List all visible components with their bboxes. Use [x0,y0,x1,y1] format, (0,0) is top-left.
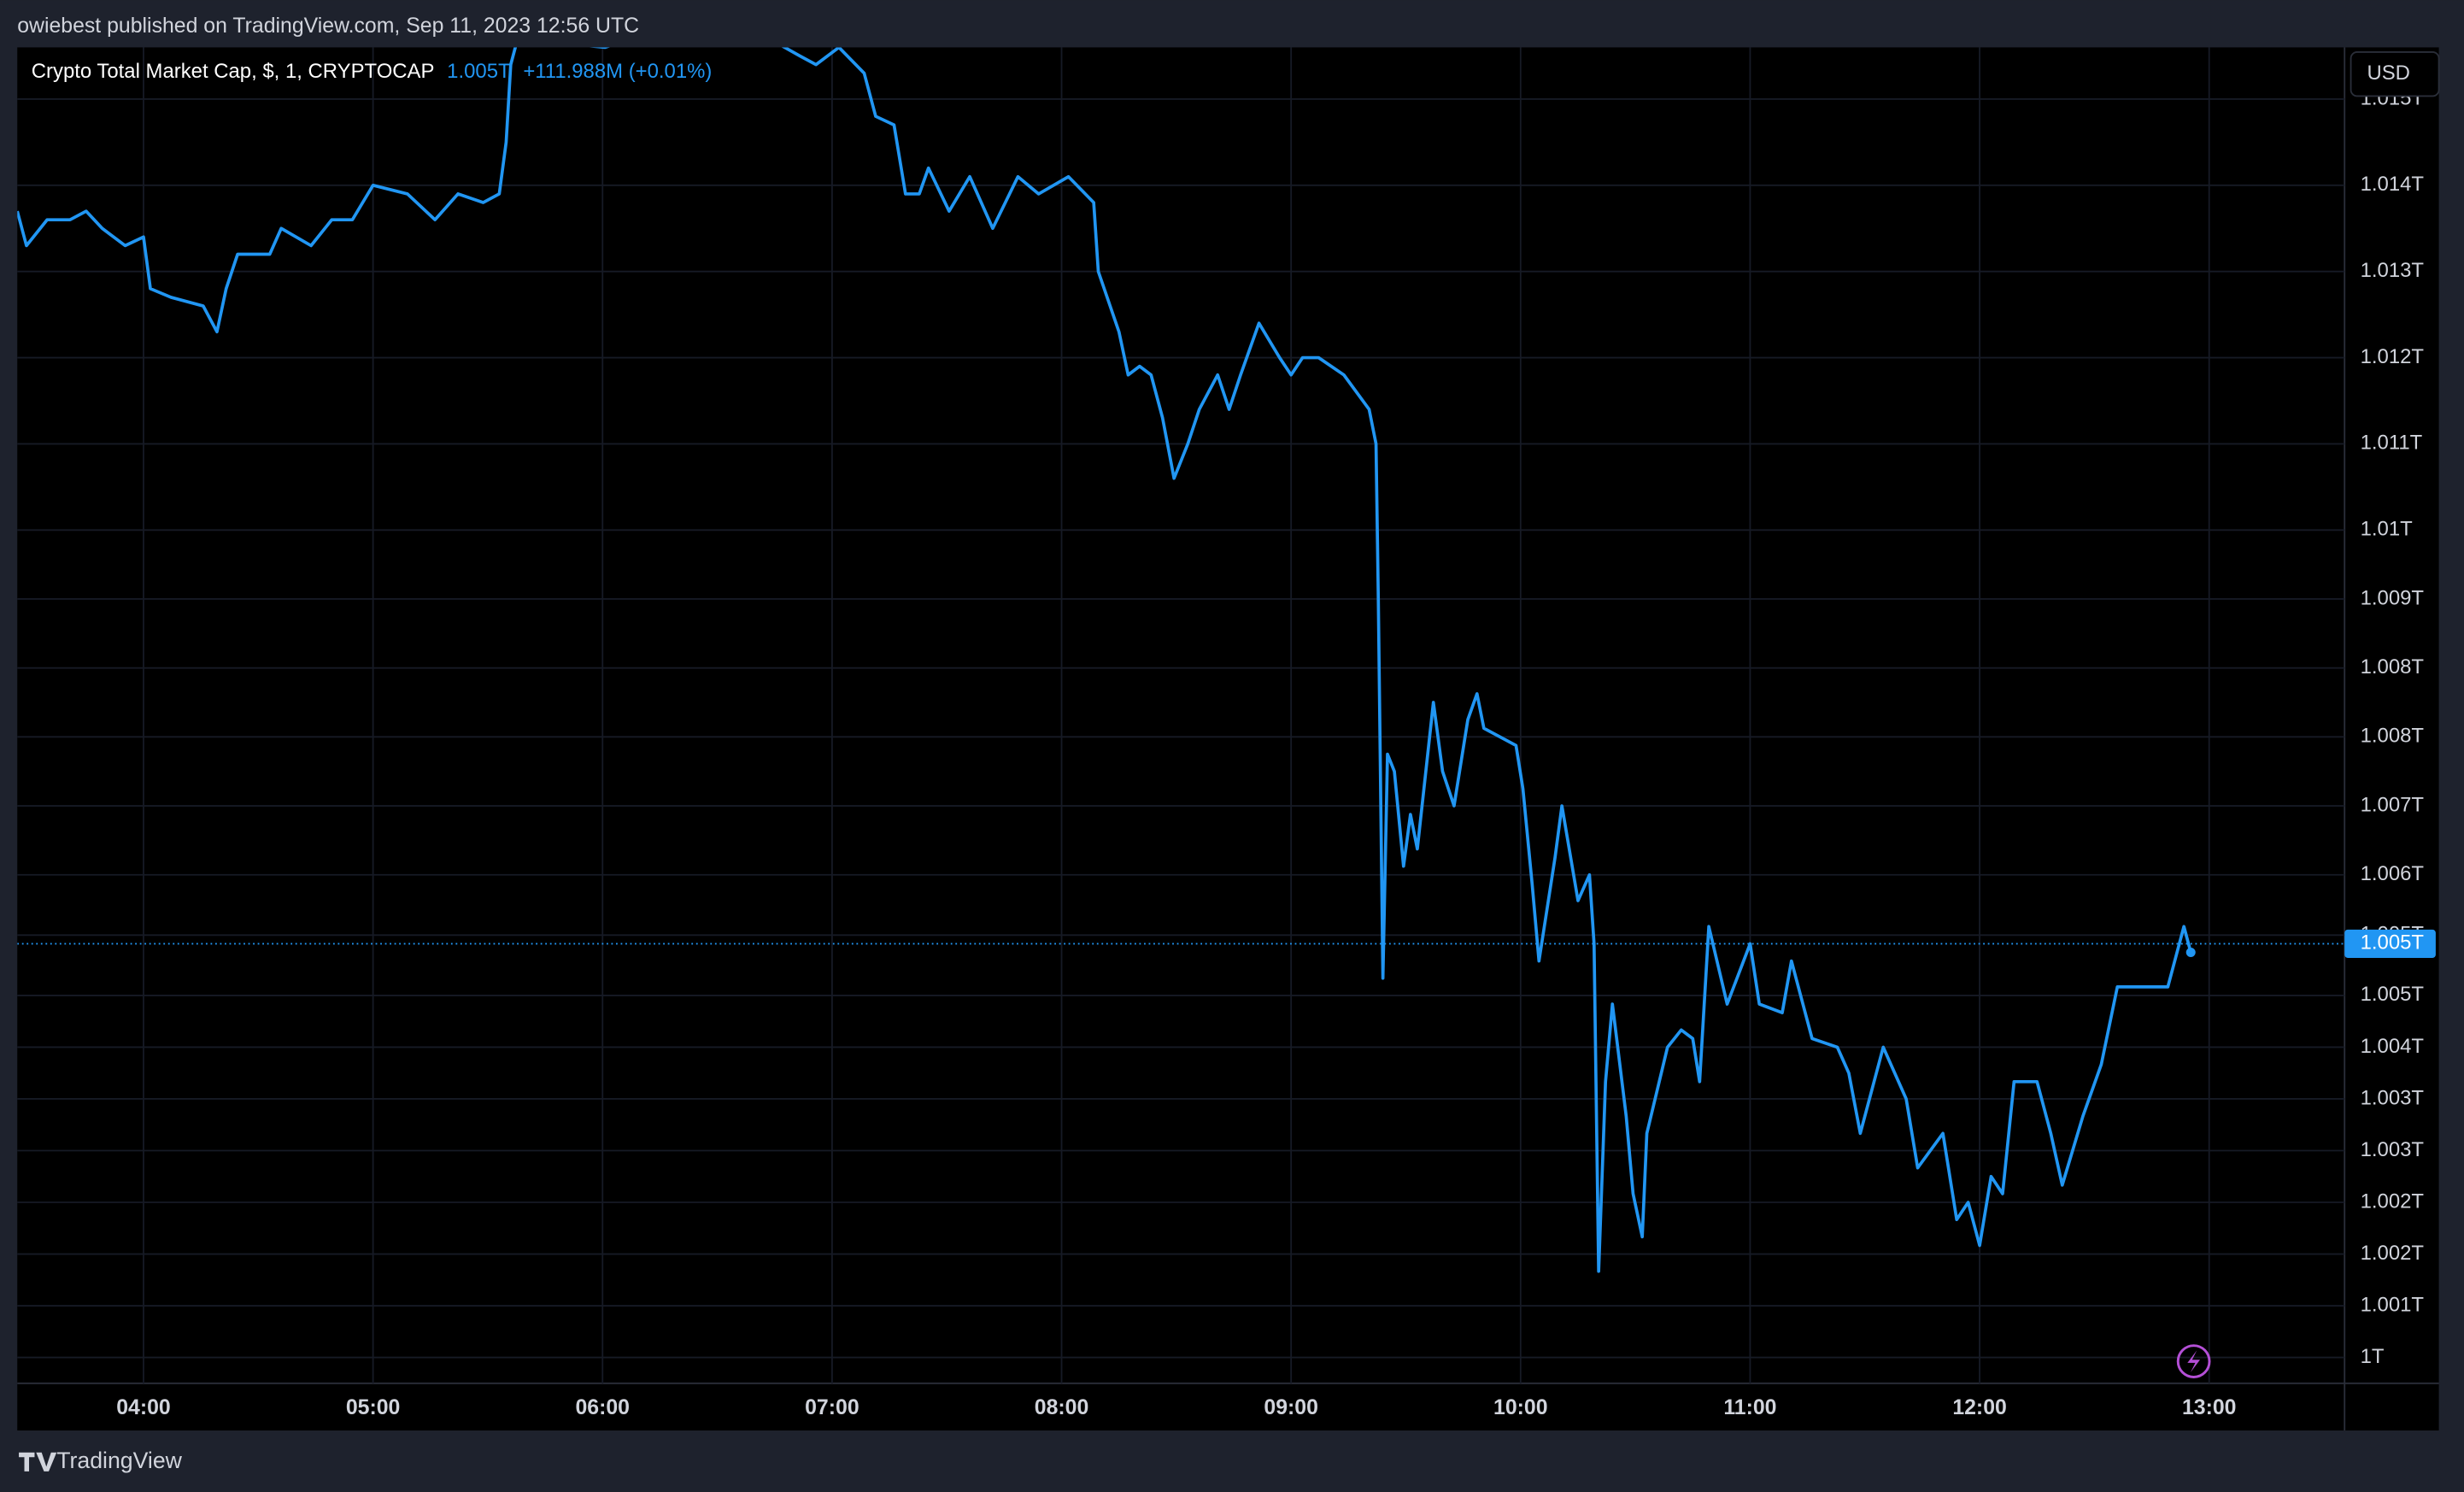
legend-value: 1.005T [447,60,511,83]
legend-change: +111.988M (+0.01%) [523,60,712,83]
y-tick-label: 1.014T [2361,173,2425,196]
currency-label[interactable]: USD [2367,62,2409,85]
y-tick-label: 1.009T [2361,586,2425,609]
y-tick-label: 1.011T [2361,432,2423,455]
y-tick-label: 1.013T [2361,259,2425,282]
chart-pane [17,47,2439,1431]
flash-icon[interactable] [2176,1344,2211,1378]
x-tick-label: 13:00 [2182,1396,2237,1419]
y-tick-label: 1.001T [2361,1293,2425,1316]
x-tick-label: 04:00 [116,1396,171,1419]
y-tick-label: 1.005T [2361,983,2425,1006]
last-price-label: 1.005T [2361,931,2425,955]
x-tick-label: 09:00 [1264,1396,1318,1419]
y-tick-label: 1.002T [2361,1189,2425,1213]
y-tick-label: 1.007T [2361,793,2425,816]
x-tick-label: 10:00 [1493,1396,1548,1419]
y-tick-label: 1.01T [2361,518,2414,541]
brand-logo [19,1452,57,1471]
attribution: owiebest published on TradingView.com, S… [17,15,639,38]
flash-bolt [2187,1350,2200,1372]
x-tick-label: 11:00 [1723,1396,1776,1419]
labels: 1.015T1.014T1.013T1.012T1.011T1.01T1.009… [116,86,2436,1419]
y-tick-label: 1.008T [2361,655,2425,678]
brand-name: TradingView [56,1448,182,1473]
y-tick-label: 1.004T [2361,1035,2425,1058]
y-tick-label: 1.012T [2361,345,2425,368]
chart-title: Crypto Total Market Cap, $, 1, CRYPTOCAP [32,60,435,83]
grid [17,47,2345,1383]
currency-button[interactable] [2350,51,2440,97]
x-tick-label: 06:00 [575,1396,630,1419]
price-line [17,47,2192,1273]
y-tick-label: 1.003T [2361,1138,2425,1161]
y-tick-label: 1.006T [2361,862,2425,885]
y-tick-label: 1.008T [2361,725,2425,748]
x-tick-label: 05:00 [346,1396,401,1419]
x-tick-label: 07:00 [805,1396,859,1419]
last-price-badge [2344,929,2436,958]
y-tick-label: 1.002T [2361,1242,2425,1265]
series-layer [17,47,2345,1273]
last-point [2185,947,2196,958]
y-tick-label: 1T [2361,1345,2385,1368]
y-tick-label: 1.003T [2361,1086,2425,1109]
x-tick-label: 08:00 [1035,1396,1089,1419]
x-tick-label: 12:00 [1952,1396,2007,1419]
